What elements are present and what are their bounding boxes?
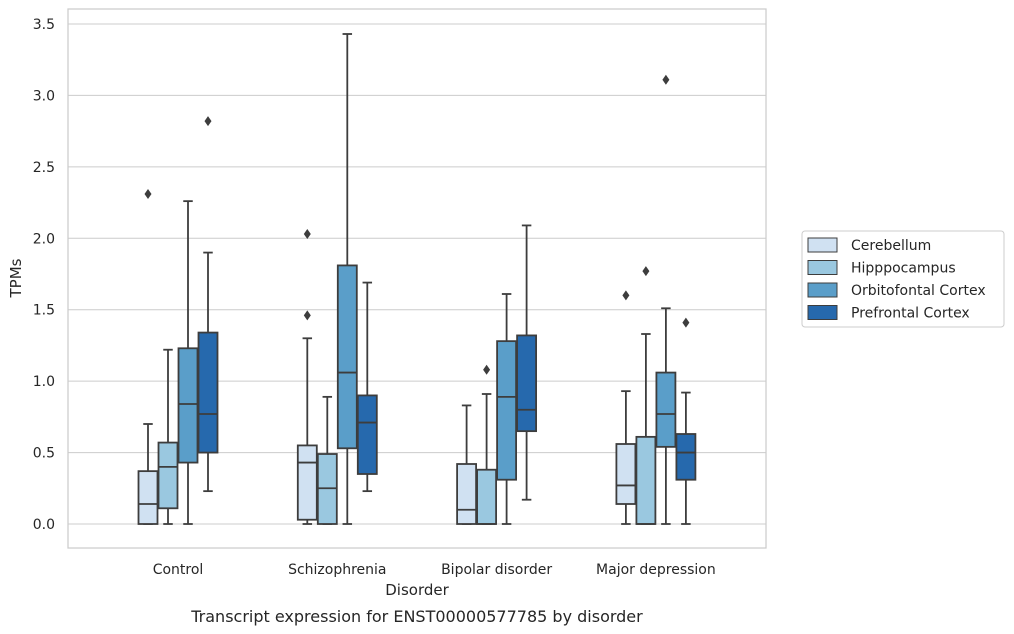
- outlier-point-0: [303, 310, 311, 321]
- box-3-1: [356, 281, 378, 493]
- y-axis-title: TPMs: [7, 258, 25, 298]
- legend-label-0: Cerebellum: [851, 238, 931, 254]
- box-groups: [137, 33, 697, 525]
- series-3: [197, 116, 697, 525]
- y-tick-label-1: 0.5: [33, 446, 55, 462]
- series-0: [137, 189, 637, 525]
- box-3-0: [197, 116, 219, 493]
- outlier-point-0: [642, 266, 650, 277]
- x-axis-ticks: Control Schizophrenia Bipolar disorder Majo…: [153, 562, 716, 578]
- x-axis-title: Disorder: [385, 581, 449, 599]
- y-tick-label-3: 1.5: [33, 303, 55, 319]
- y-tick-label-4: 2.0: [33, 231, 55, 247]
- legend-label-2: Orbitofontal Cortex: [851, 283, 986, 299]
- legend-label-1: Hipppocampus: [851, 261, 956, 277]
- y-tick-label-6: 3.0: [33, 88, 55, 104]
- series-2: [177, 33, 677, 525]
- box-2-1: [336, 33, 358, 525]
- box-iqr: [296, 444, 318, 521]
- box-iqr: [476, 468, 498, 525]
- box-2-2: [496, 293, 518, 525]
- series-1: [157, 266, 657, 525]
- y-tick-label-5: 2.5: [33, 160, 55, 176]
- box-iqr: [516, 334, 537, 433]
- box-iqr: [635, 435, 657, 525]
- y-tick-label-2: 1.0: [33, 374, 55, 390]
- x-tick-label-0: Control: [153, 562, 204, 578]
- outlier-point-0: [144, 189, 152, 199]
- box-1-1: [316, 395, 338, 525]
- box-iqr: [356, 394, 378, 475]
- box-2-0: [177, 200, 199, 525]
- legend-swatch-1: [807, 260, 838, 275]
- y-tick-label-7: 3.5: [33, 17, 55, 33]
- legend-swatch-3: [807, 305, 838, 320]
- x-tick-label-2: Bipolar disorder: [441, 562, 552, 578]
- legend-swatch-0: [807, 237, 838, 253]
- box-iqr: [615, 443, 637, 505]
- box-1-3: [635, 266, 657, 525]
- box-iqr: [655, 371, 677, 448]
- outlier-point-0: [622, 290, 630, 301]
- outlier-point-0: [682, 317, 690, 328]
- box-iqr: [137, 470, 159, 525]
- legend: Cerebellum Hipppocampus Orbitofontal Corte…: [801, 230, 1005, 328]
- box-iqr: [177, 347, 199, 464]
- box-0-3: [615, 290, 637, 525]
- box-iqr: [197, 331, 219, 454]
- box-iqr: [675, 433, 697, 481]
- chart-caption: Transcript expression for ENST0000057778…: [190, 607, 643, 626]
- box-0-1: [296, 229, 318, 525]
- box-2-3: [655, 74, 677, 525]
- x-tick-label-1: Schizophrenia: [288, 562, 386, 578]
- outlier-point-0: [483, 364, 491, 375]
- box-3-3: [675, 317, 697, 525]
- box-0-0: [137, 189, 159, 525]
- box-iqr: [456, 463, 478, 525]
- outlier-point-0: [662, 74, 670, 85]
- x-tick-label-3: Major depression: [596, 562, 716, 578]
- box-3-2: [516, 224, 537, 501]
- outlier-point-0: [204, 116, 212, 127]
- box-1-0: [157, 348, 179, 525]
- box-1-2: [476, 364, 498, 525]
- outlier-point-1: [303, 229, 311, 239]
- legend-label-3: Prefrontal Cortex: [851, 306, 970, 322]
- plot-area-frame: [67, 8, 767, 549]
- y-axis-ticks: 0.0 0.5 1.0 1.5 2.0 2.5 3.0 3.5: [33, 17, 55, 533]
- box-iqr: [157, 441, 179, 510]
- legend-frame: [801, 230, 1005, 328]
- y-tick-label-0: 0.0: [33, 517, 55, 533]
- legend-swatch-2: [807, 282, 838, 298]
- box-0-2: [456, 404, 478, 525]
- box-iqr: [496, 340, 518, 481]
- box-iqr: [336, 264, 358, 450]
